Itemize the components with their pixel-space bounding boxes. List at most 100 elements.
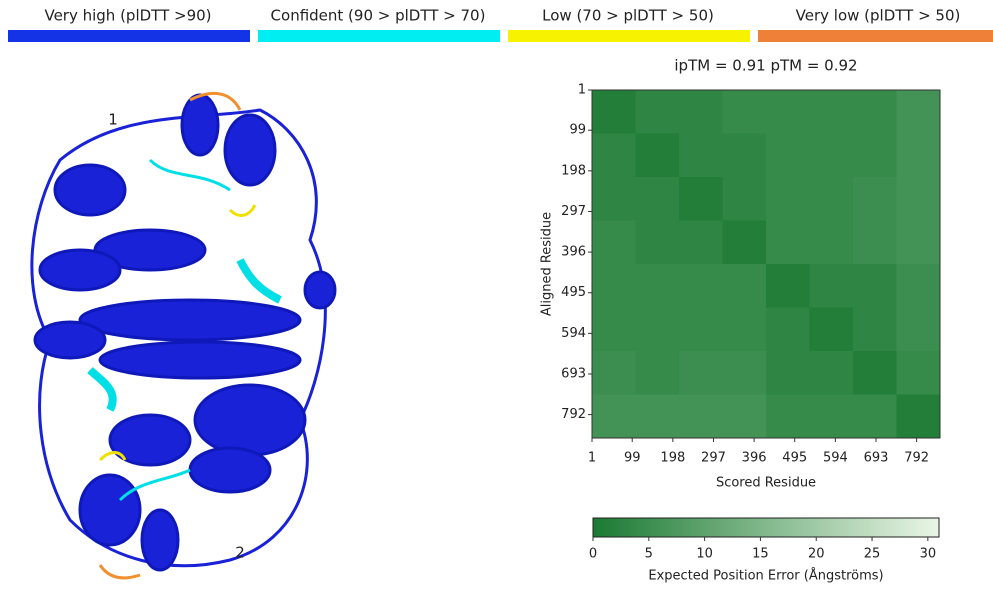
heatmap-cell (679, 395, 723, 439)
protein-structure (32, 93, 335, 578)
heatmap-cell (592, 90, 636, 134)
heatmap-cell (853, 134, 897, 178)
heatmap-cell (592, 351, 636, 395)
legend-swatch (258, 30, 500, 42)
y-tick-label: 99 (569, 123, 586, 138)
legend-label: Low (70 > plDTT > 50) (542, 7, 714, 25)
heatmap-cell (723, 351, 767, 395)
heatmap-cell (723, 134, 767, 178)
y-tick-label: 297 (561, 204, 586, 219)
heatmap-cell (592, 134, 636, 178)
heatmap-cell (897, 90, 941, 134)
chart-title: ipTM = 0.91 pTM = 0.92 (674, 57, 857, 75)
colorbar (593, 518, 939, 537)
colorbar-label: Expected Position Error (Ångströms) (648, 568, 883, 584)
heatmap-cell (853, 177, 897, 221)
colorbar-tick-label: 0 (589, 547, 597, 562)
legend-swatch (758, 30, 993, 42)
heatmap-cell (897, 351, 941, 395)
legend-swatch (8, 30, 250, 42)
heatmap-cell (853, 351, 897, 395)
heatmap-cell (810, 90, 854, 134)
x-tick-label: 297 (701, 451, 726, 466)
y-tick-label: 396 (561, 245, 586, 260)
heatmap-cell (810, 177, 854, 221)
y-axis-label: Aligned Residue (540, 212, 555, 316)
legend-label: Confident (90 > plDTT > 70) (271, 7, 486, 25)
heatmap-cell (853, 308, 897, 352)
domain-label: 2 (235, 544, 245, 562)
x-tick-label: 594 (823, 451, 848, 466)
heatmap-cell (766, 134, 810, 178)
heatmap-cell (723, 221, 767, 265)
x-tick-label: 1 (588, 451, 596, 466)
heatmap-cell (766, 395, 810, 439)
x-tick-label: 198 (660, 451, 685, 466)
heatmap-cell (592, 221, 636, 265)
x-axis-label: Scored Residue (716, 476, 816, 491)
colorbar-tick-label: 30 (920, 547, 937, 562)
heatmap-cell (810, 134, 854, 178)
colorbar-tick-label: 10 (696, 547, 713, 562)
y-tick-label: 792 (561, 407, 586, 422)
figure: 1 2 Very high (plDTT >90)Confident (90 >… (0, 0, 993, 590)
heatmap-cell (723, 90, 767, 134)
domain-label: 1 (108, 111, 118, 129)
y-tick-label: 1 (578, 83, 586, 98)
heatmap-cell (766, 264, 810, 308)
legend-swatch (508, 30, 750, 42)
heatmap-cell (810, 395, 854, 439)
heatmap-cell (853, 90, 897, 134)
heatmap-cell (897, 264, 941, 308)
colorbar-tick-label: 20 (808, 547, 825, 562)
heatmap-cell (679, 264, 723, 308)
heatmap-cell (592, 308, 636, 352)
heatmap-cell (592, 264, 636, 308)
heatmap-cell (723, 177, 767, 221)
heatmap-cell (636, 134, 680, 178)
heatmap-cell (679, 351, 723, 395)
heatmap-cell (679, 177, 723, 221)
x-tick-label: 495 (782, 451, 807, 466)
heatmap-cell (897, 134, 941, 178)
heatmap-cell (853, 264, 897, 308)
heatmap-cell (810, 264, 854, 308)
heatmap-cell (853, 221, 897, 265)
heatmap-cell (679, 90, 723, 134)
heatmap-cell (766, 177, 810, 221)
heatmap-cell (679, 308, 723, 352)
heatmap-cell (636, 264, 680, 308)
heatmap-cell (636, 177, 680, 221)
colorbar-tick-label: 5 (645, 547, 653, 562)
heatmap-cell (636, 308, 680, 352)
heatmap-cell (636, 351, 680, 395)
heatmap-cell (810, 351, 854, 395)
heatmap-cell (766, 308, 810, 352)
heatmap-cell (897, 177, 941, 221)
legend-label: Very low (plDTT > 50) (796, 7, 961, 25)
heatmap-cell (766, 90, 810, 134)
colorbar-tick-label: 15 (752, 547, 769, 562)
y-tick-label: 198 (561, 163, 586, 178)
y-tick-label: 495 (561, 285, 586, 300)
heatmap-cell (810, 221, 854, 265)
heatmap-cell (897, 221, 941, 265)
heatmap-cell (592, 177, 636, 221)
heatmap-cell (592, 395, 636, 439)
y-tick-label: 693 (561, 366, 586, 381)
y-tick-label: 594 (561, 326, 586, 341)
heatmap-cell (636, 90, 680, 134)
heatmap-cell (897, 395, 941, 439)
x-tick-label: 396 (742, 451, 767, 466)
heatmap-cell (766, 351, 810, 395)
heatmap-cell (897, 308, 941, 352)
heatmap-cell (810, 308, 854, 352)
x-tick-label: 693 (864, 451, 889, 466)
x-tick-label: 99 (624, 451, 641, 466)
heatmap-cell (636, 221, 680, 265)
heatmap-cell (723, 308, 767, 352)
heatmap-cell (679, 221, 723, 265)
colorbar-tick-label: 25 (864, 547, 881, 562)
heatmap-cell (679, 134, 723, 178)
heatmap-cell (766, 221, 810, 265)
